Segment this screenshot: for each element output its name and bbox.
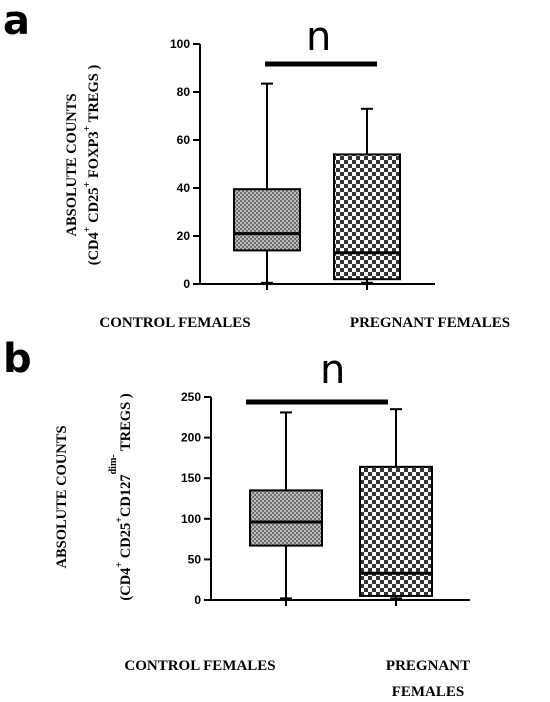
y-tick-label: 60: [177, 133, 191, 147]
category-label-control-b: CONTROL FEMALES: [124, 658, 275, 674]
panel-a: a n ABSOLUTE COUNTS (CD4+ CD25+ FOXP3+ T…: [3, 0, 510, 331]
category-label-pregnant-b-line2: FEMALES: [392, 684, 465, 700]
y-tick-label: 0: [194, 593, 201, 607]
y-tick-label: 0: [183, 277, 190, 291]
box-control: [249, 411, 323, 600]
y-axis-label-a-line2: (CD4+ CD25+ FOXP3+ TREGS ): [82, 65, 102, 266]
box-pregnant: [359, 408, 433, 600]
panel-label-b: b: [3, 336, 32, 382]
y-tick-label: 150: [181, 471, 201, 485]
plot-area-b: 0 50 100 150 200 250: [181, 390, 470, 607]
category-label-pregnant-b-line1: PREGNANT: [386, 658, 470, 674]
y-axis-label-b-line2: (CD4+ CD25+CD127dim- TREGS ): [108, 393, 134, 600]
y-tick-label: 200: [181, 431, 201, 445]
y-axis-label-b-line1: ABSOLUTE COUNTS: [54, 425, 70, 568]
y-tick-label: 100: [181, 512, 201, 526]
category-label-pregnant-a: PREGNANT FEMALES: [350, 315, 510, 331]
panel-label-a: a: [3, 0, 30, 44]
iqr-box: [249, 489, 323, 547]
significance-label-a: n: [306, 14, 331, 60]
y-tick-label: 250: [181, 390, 201, 404]
iqr-box: [359, 465, 433, 597]
box-control: [233, 82, 301, 284]
y-axis-label-a-line1: ABSOLUTE COUNTS: [64, 93, 80, 236]
plot-area-a: 0 20 40 60 80 100: [170, 37, 435, 291]
y-tick-label: 40: [177, 181, 191, 195]
iqr-box: [333, 153, 401, 281]
y-tick-label: 50: [188, 552, 202, 566]
iqr-box: [233, 188, 301, 252]
box-pregnant: [333, 107, 401, 284]
y-tick-label: 20: [177, 229, 191, 243]
significance-label-b: n: [320, 347, 345, 393]
category-label-control-a: CONTROL FEMALES: [99, 315, 250, 331]
panel-b: b n ABSOLUTE COUNTS (CD4+ CD25+CD127dim-…: [3, 336, 470, 700]
y-tick-label: 80: [177, 85, 191, 99]
y-tick-label: 100: [170, 37, 190, 51]
